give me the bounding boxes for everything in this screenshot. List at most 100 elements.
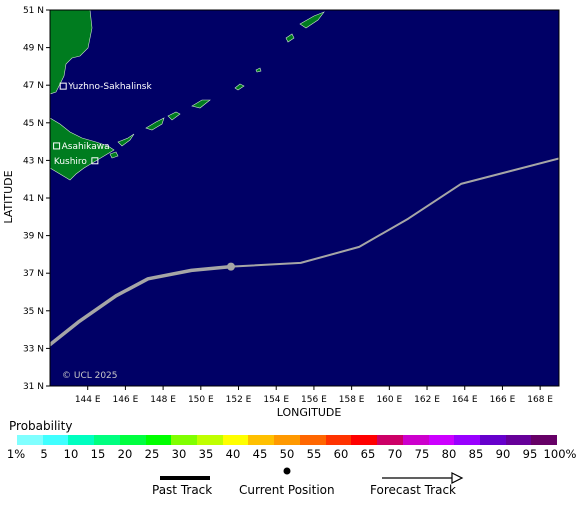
probability-scale-label: 50 bbox=[279, 447, 295, 461]
probability-scale-label: 35 bbox=[198, 447, 214, 461]
latitude-tick-label: 43 N bbox=[23, 156, 44, 166]
probability-color-swatch bbox=[119, 435, 146, 445]
longitude-tick-label: 148 E bbox=[150, 395, 176, 405]
probability-color-scale bbox=[17, 435, 558, 445]
kuril-island-4 bbox=[191, 99, 211, 109]
probability-scale-label: 15 bbox=[90, 447, 106, 461]
past-track-label: Past Track bbox=[152, 483, 213, 497]
city-marker bbox=[91, 157, 99, 165]
probability-scale-label: 1% bbox=[6, 447, 26, 461]
probability-color-swatch bbox=[351, 435, 378, 445]
copyright-text: © UCL 2025 bbox=[62, 371, 118, 381]
probability-color-swatch bbox=[42, 435, 69, 445]
sakhalin-island bbox=[50, 10, 93, 95]
probability-color-swatch bbox=[299, 435, 326, 445]
city-layer: Yuzhno-Sakhalinsk Asahikawa Kushiro bbox=[53, 82, 152, 167]
probability-scale-label: 100% bbox=[543, 447, 577, 461]
latitude-tick-label: 31 N bbox=[23, 382, 44, 392]
city-label: Kushiro bbox=[54, 157, 88, 167]
latitude-tick-label: 47 N bbox=[23, 81, 44, 91]
probability-color-swatch bbox=[479, 435, 506, 445]
probability-scale-label: 85 bbox=[468, 447, 484, 461]
longitude-tick-label: 164 E bbox=[452, 395, 478, 405]
probability-scale-label: 25 bbox=[144, 447, 160, 461]
longitude-tick-label: 144 E bbox=[75, 395, 101, 405]
kuril-island-8 bbox=[299, 11, 325, 29]
latitude-tick-label: 33 N bbox=[23, 344, 44, 354]
longitude-tick-label: 152 E bbox=[226, 395, 252, 405]
probability-scale-label: 75 bbox=[414, 447, 430, 461]
kuril-island-3 bbox=[167, 111, 181, 121]
probability-scale-label: 30 bbox=[171, 447, 187, 461]
probability-scale-label: 95 bbox=[522, 447, 538, 461]
legend-symbols bbox=[160, 467, 464, 484]
probability-color-swatch bbox=[531, 435, 558, 445]
forecast-track-line bbox=[230, 157, 559, 268]
latitude-tick-label: 35 N bbox=[23, 307, 44, 317]
probability-color-swatch bbox=[454, 435, 480, 445]
probability-scale-label: 20 bbox=[117, 447, 133, 461]
probability-color-swatch bbox=[274, 435, 300, 445]
kuril-island-6 bbox=[255, 67, 262, 73]
longitude-tick-label: 158 E bbox=[339, 395, 365, 405]
probability-scale-label: 40 bbox=[225, 447, 241, 461]
latitude-tick-label: 51 N bbox=[23, 6, 44, 16]
longitude-tick-label: 160 E bbox=[376, 395, 402, 405]
longitude-tick-label: 150 E bbox=[188, 395, 214, 405]
probability-color-swatch bbox=[197, 435, 223, 445]
latitude-tick-label: 45 N bbox=[23, 119, 44, 129]
probability-scale-label: 5 bbox=[40, 447, 48, 461]
current-position-label: Current Position bbox=[239, 483, 335, 497]
current-position-symbol bbox=[283, 467, 291, 475]
longitude-ticks: 144 E 146 E 148 E 150 E 152 E 154 E 156 E 158 E… bbox=[75, 386, 553, 405]
landmasses bbox=[50, 10, 325, 181]
track-layer bbox=[50, 157, 559, 347]
x-axis-title: LONGITUDE bbox=[277, 406, 342, 419]
longitude-tick-label: 154 E bbox=[263, 395, 289, 405]
probability-scale-label: 70 bbox=[387, 447, 403, 461]
probability-scale-label: 80 bbox=[441, 447, 457, 461]
probability-color-swatch bbox=[402, 435, 429, 445]
probability-color-swatch bbox=[222, 435, 249, 445]
probability-color-swatch bbox=[428, 435, 455, 445]
latitude-tick-label: 39 N bbox=[23, 232, 44, 242]
hokkaido-island bbox=[50, 117, 115, 181]
probability-scale-label: 10 bbox=[63, 447, 79, 461]
kuril-island-9 bbox=[109, 151, 119, 159]
probability-title: Probability bbox=[9, 419, 73, 433]
longitude-tick-label: 156 E bbox=[301, 395, 327, 405]
probability-color-swatch bbox=[94, 435, 120, 445]
longitude-tick-label: 168 E bbox=[527, 395, 553, 405]
forecast-track-label: Forecast Track bbox=[370, 483, 456, 497]
past-track-line bbox=[50, 264, 233, 347]
ocean bbox=[50, 10, 559, 386]
probability-color-swatch bbox=[171, 435, 198, 445]
probability-color-swatch bbox=[325, 435, 352, 445]
probability-color-swatch bbox=[68, 435, 95, 445]
latitude-tick-label: 49 N bbox=[23, 44, 44, 54]
probability-color-swatch bbox=[377, 435, 403, 445]
city-label: Asahikawa bbox=[62, 142, 110, 152]
city-marker bbox=[53, 142, 61, 150]
probability-scale-labels: 1% 5 10 15 20 25 30 35 40 45 50 55 60 65 70 75 80 85 90 95 1… bbox=[0, 447, 580, 461]
probability-scale-label: 90 bbox=[495, 447, 511, 461]
longitude-tick-label: 146 E bbox=[113, 395, 139, 405]
kuril-island-1 bbox=[117, 133, 135, 147]
probability-scale-label: 60 bbox=[333, 447, 349, 461]
probability-color-swatch bbox=[248, 435, 275, 445]
longitude-tick-label: 166 E bbox=[490, 395, 516, 405]
city-label: Yuzhno-Sakhalinsk bbox=[67, 82, 152, 92]
city-marker bbox=[59, 82, 67, 90]
track-legend: Past Track Current Position Forecast Tra… bbox=[0, 460, 580, 506]
probability-color-swatch bbox=[17, 435, 43, 445]
latitude-ticks: 51 N 49 N 47 N 45 N 43 N 41 N 39 N 37 N 35 N 33 N… bbox=[23, 6, 50, 392]
y-axis-title: LATITUDE bbox=[2, 170, 15, 223]
forecast-track-arrow-symbol bbox=[451, 472, 464, 484]
longitude-tick-label: 162 E bbox=[414, 395, 440, 405]
probability-scale-label: 45 bbox=[252, 447, 268, 461]
tropical-cyclone-map: Yuzhno-Sakhalinsk Asahikawa Kushiro © UCL … bbox=[2, 6, 560, 419]
kuril-island-5 bbox=[234, 83, 245, 91]
latitude-tick-label: 41 N bbox=[23, 194, 44, 204]
probability-scale-label: 55 bbox=[306, 447, 322, 461]
current-position-marker bbox=[226, 262, 235, 271]
